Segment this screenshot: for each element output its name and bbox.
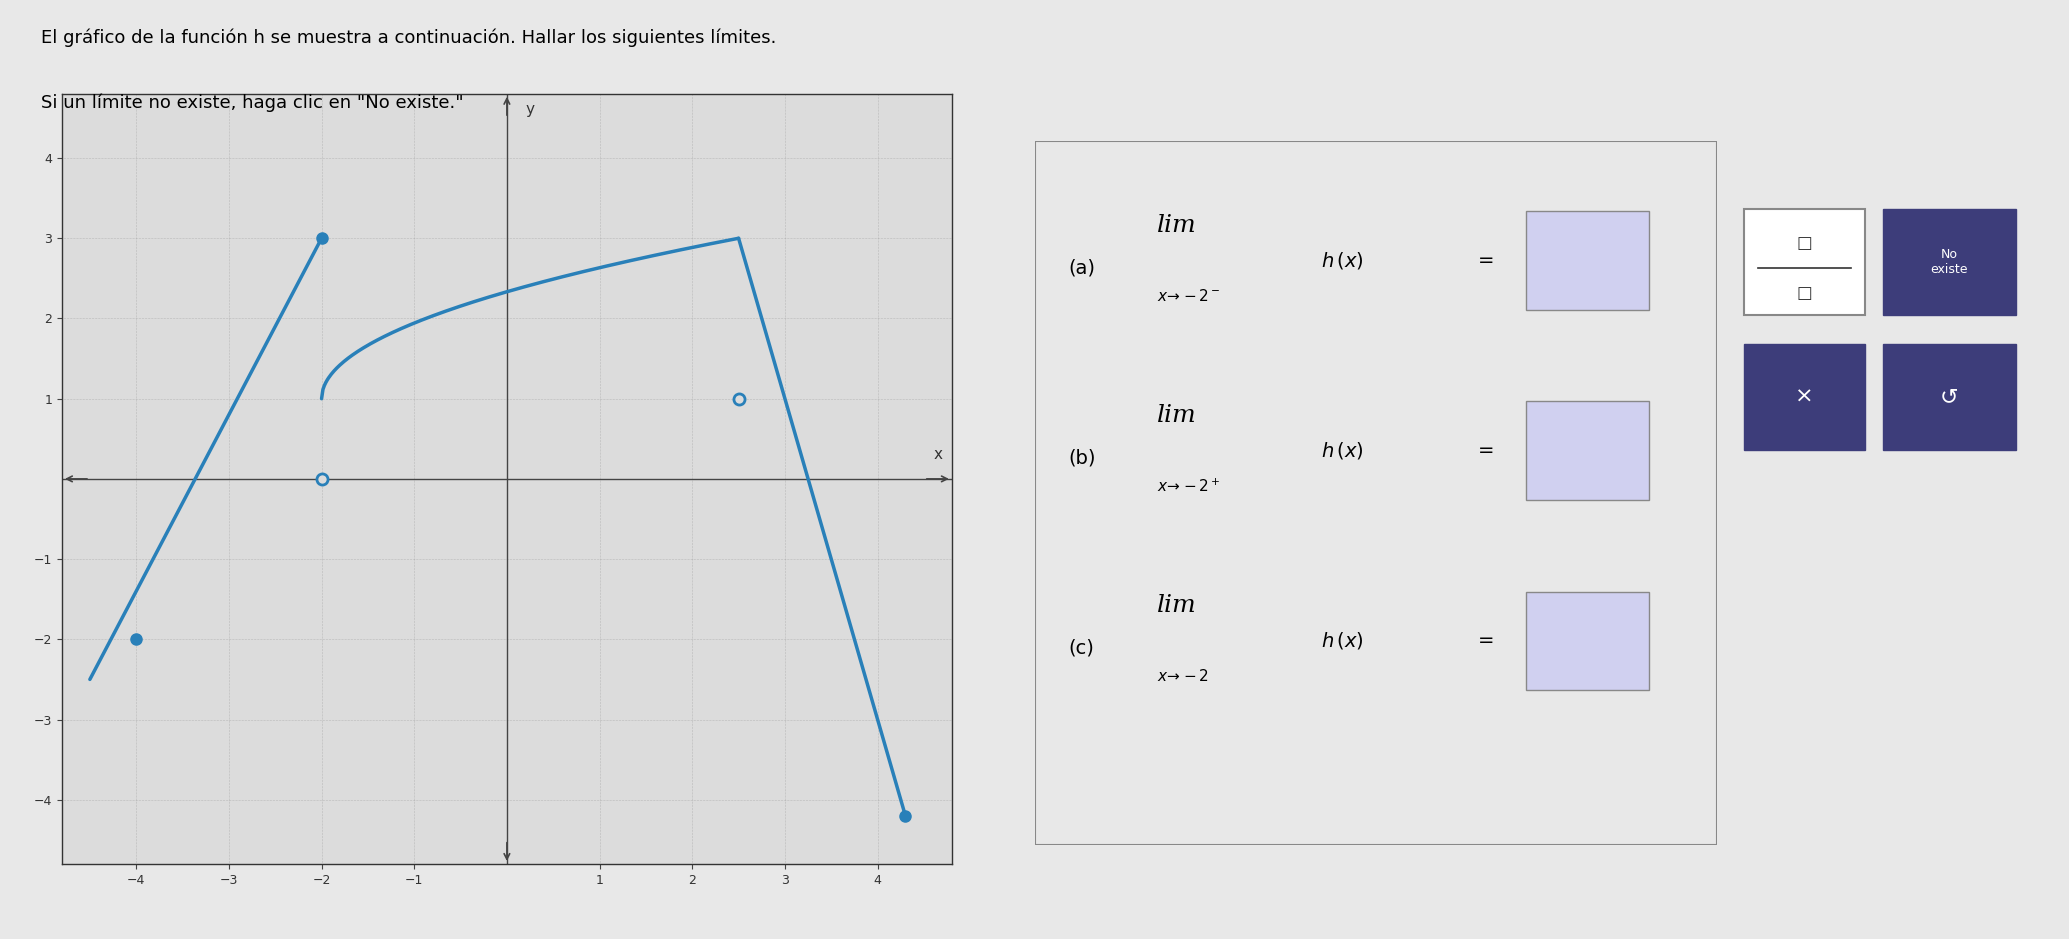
Text: =: = bbox=[1479, 441, 1494, 460]
Bar bbox=[1744, 208, 1866, 315]
Text: x: x bbox=[933, 447, 943, 462]
Text: Si un límite no existe, haga clic en "No existe.": Si un límite no existe, haga clic en "No… bbox=[41, 94, 463, 113]
Text: $x\!\to\!-2^+$: $x\!\to\!-2^+$ bbox=[1157, 477, 1221, 495]
Text: lim: lim bbox=[1157, 404, 1198, 427]
Text: =: = bbox=[1479, 631, 1494, 651]
Text: El gráfico de la función h se muestra a continuación. Hallar los siguientes lími: El gráfico de la función h se muestra a … bbox=[41, 28, 776, 47]
Text: ↺: ↺ bbox=[1941, 387, 1959, 407]
Text: $x\!\to\!-2$: $x\!\to\!-2$ bbox=[1157, 668, 1210, 685]
Text: lim: lim bbox=[1157, 594, 1198, 617]
Bar bbox=[1883, 344, 2015, 450]
Bar bbox=[1527, 592, 1649, 690]
Bar bbox=[1527, 211, 1649, 310]
Text: □: □ bbox=[1796, 234, 1812, 252]
Bar bbox=[1883, 208, 2015, 315]
Bar bbox=[1744, 344, 1866, 450]
Text: ×: × bbox=[1796, 387, 1815, 407]
Text: □: □ bbox=[1796, 285, 1812, 302]
Text: $x\!\to\!-2^-$: $x\!\to\!-2^-$ bbox=[1157, 287, 1221, 304]
Text: No
existe: No existe bbox=[1930, 248, 1968, 276]
Text: (a): (a) bbox=[1068, 258, 1097, 277]
Text: y: y bbox=[526, 102, 534, 117]
Text: $h\,(x)$: $h\,(x)$ bbox=[1322, 630, 1363, 652]
Text: (c): (c) bbox=[1068, 639, 1095, 657]
Text: lim: lim bbox=[1157, 214, 1198, 237]
Text: $h\,(x)$: $h\,(x)$ bbox=[1322, 250, 1363, 271]
Text: $h\,(x)$: $h\,(x)$ bbox=[1322, 440, 1363, 461]
Text: (b): (b) bbox=[1068, 448, 1097, 468]
Bar bbox=[1527, 402, 1649, 500]
Text: =: = bbox=[1479, 251, 1494, 270]
